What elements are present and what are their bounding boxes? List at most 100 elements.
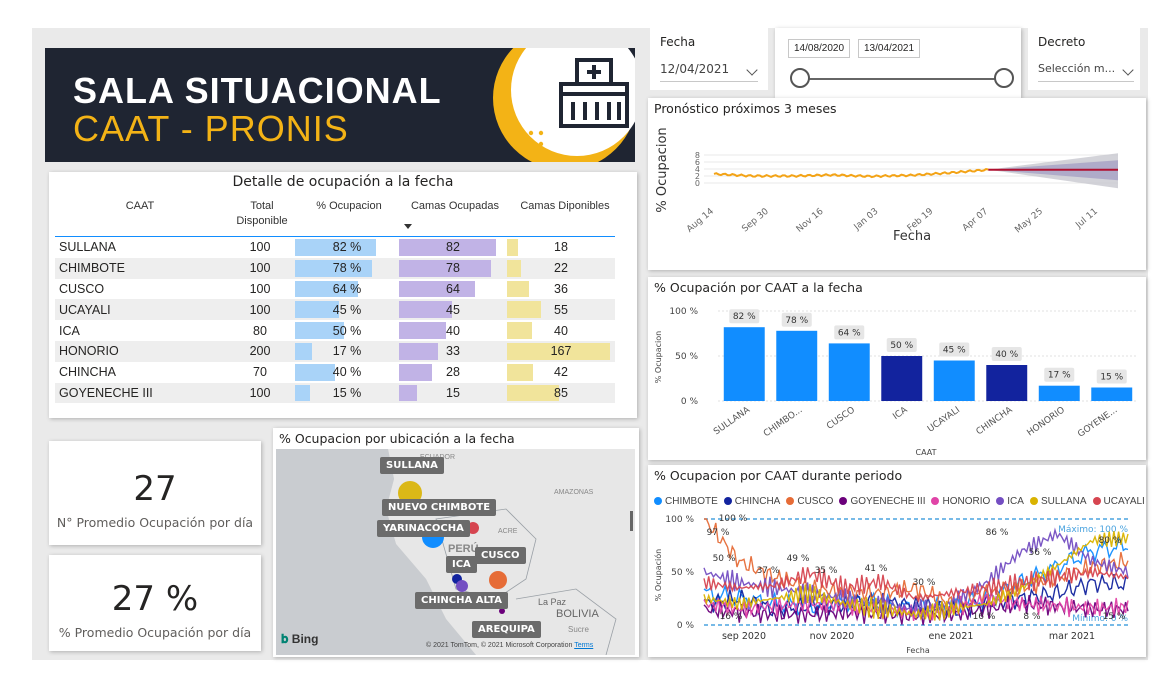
cell-total-text: 200 [249, 344, 271, 359]
legend-item[interactable]: SULLANA [1029, 496, 1087, 507]
cell-pct: 82 % [295, 237, 399, 258]
header-total[interactable]: Total [250, 200, 274, 212]
legend-item[interactable]: CHINCHA [723, 496, 780, 507]
x-tick-label: Nov 16 [795, 206, 826, 234]
cell-caat-text: GOYENECHE III [59, 385, 153, 400]
cell-pct: 45 % [295, 299, 399, 320]
range-track [800, 78, 1004, 80]
decreto-dropdown[interactable]: Selección m... [1038, 62, 1134, 82]
x-tick-label: Jan 03 [852, 207, 881, 233]
annotation-label: 100 % [719, 514, 748, 524]
y-tick-label: 6 [695, 158, 700, 167]
header-pct[interactable]: % Ocupacion [316, 200, 382, 212]
legend-item[interactable]: ICA [996, 496, 1024, 507]
cell-total: 200 [225, 341, 295, 362]
banner-title: SALA SITUACIONAL [73, 70, 442, 111]
cell-occ: 45 [399, 299, 507, 320]
cell-databar [295, 239, 377, 256]
data-label: 64 % [838, 328, 861, 338]
legend-label: ICA [1007, 495, 1024, 507]
range-end-input[interactable]: 13/04/2021 [858, 39, 921, 58]
legend-item[interactable]: UCAYALI [1092, 495, 1145, 507]
map-scrollbar[interactable] [630, 511, 633, 531]
table-row[interactable]: CHIMBOTE 100 78 % 78 22 [55, 257, 615, 279]
data-label-bg [991, 347, 1022, 361]
annotation-label: 30 % [913, 578, 936, 588]
fecha-dropdown[interactable]: 12/04/2021 [660, 62, 758, 82]
period-chart-title: % Ocupacion por CAAT durante periodo [654, 468, 903, 483]
x-tick-label: Apr 07 [961, 207, 990, 234]
legend-item[interactable]: HONORIO [931, 496, 990, 507]
cell-total: 100 [225, 279, 295, 300]
table-row[interactable]: CUSCO 100 64 % 64 36 [55, 279, 615, 300]
table-row[interactable]: GOYENECHE III 100 15 % 15 85 [55, 382, 615, 404]
cell-pct: 50 % [295, 320, 399, 341]
table-row[interactable]: HONORIO 200 17 % 33 167 [55, 340, 615, 362]
cell-total-text: 70 [253, 365, 267, 380]
legend-item[interactable]: CUSCO [786, 496, 833, 507]
header-total-sub: Disponible [236, 215, 288, 227]
table-row[interactable]: UCAYALI 100 45 % 45 55 [55, 299, 615, 321]
decreto-slicer-label: Decreto [1038, 35, 1086, 49]
cell-total-text: 80 [253, 323, 267, 338]
y-tick-label: 100 % [669, 307, 698, 317]
cell-free-text: 40 [554, 323, 568, 338]
legend-item[interactable]: GOYENECHE III [839, 496, 925, 507]
cell-caat: CUSCO [55, 279, 225, 300]
fecha-dropdown-value: 12/04/2021 [660, 62, 730, 76]
decreto-slicer: Decreto Selección m... [1028, 28, 1140, 90]
annotation-label: 16 % [973, 612, 996, 622]
bar [828, 343, 870, 401]
series-line [703, 565, 1129, 604]
cell-databar [295, 342, 312, 360]
cell-total-text: 100 [249, 385, 271, 400]
map-geo-amazonas: AMAZONAS [554, 489, 594, 496]
annotation-label: 86 % [986, 528, 1009, 538]
data-label-bg [939, 342, 970, 357]
kpi-avg-pct-card: 27 % % Promedio Ocupación por día [49, 555, 261, 651]
header-divider [55, 236, 615, 237]
map-geo-bolivia: BOLIVIA [556, 608, 599, 620]
legend-item[interactable]: CHIMBOTE [654, 496, 718, 507]
legend-dot [786, 497, 795, 505]
data-label: 40 % [995, 350, 1018, 360]
cell-pct-text: 64 % [332, 281, 362, 296]
map-terms-link[interactable]: Terms [574, 642, 594, 649]
cell-occ-text: 78 [446, 261, 460, 276]
cell-free: 18 [507, 237, 615, 258]
cell-databar [295, 363, 335, 381]
cell-databar [295, 384, 310, 402]
header-caat[interactable]: CAAT [125, 200, 155, 212]
table-row[interactable]: ICA 80 50 % 40 40 [55, 320, 615, 341]
cell-total: 100 [225, 383, 295, 404]
cell-databar [507, 363, 533, 381]
range-start-input[interactable]: 14/08/2020 [788, 39, 851, 58]
cell-free-text: 22 [554, 261, 568, 276]
table-row[interactable]: SULLANA 100 82 % 82 18 [55, 237, 615, 258]
bing-icon: 𝐛 [281, 632, 289, 646]
legend-dot [723, 497, 732, 505]
legend-label: GOYENECHE III [850, 495, 926, 507]
map-point-cusco [489, 571, 507, 589]
period-chart[interactable]: 0 % 50 % 100 % Máximo: 100 % Mínimo: 0 % 100 … [648, 507, 1146, 657]
range-start-handle[interactable] [790, 68, 810, 88]
forecast-chart-title: Pronóstico próximos 3 meses [654, 101, 837, 116]
range-end-handle[interactable] [994, 68, 1014, 88]
legend-dot [1029, 497, 1038, 505]
header-free[interactable]: Camas Diponibles [520, 200, 610, 212]
legend-label: UCAYALI [1103, 495, 1145, 507]
bar-chart[interactable]: 0 % 50 % 100 % 82 % SULLANA 78 % CHIMBO... 64 %… [648, 297, 1146, 460]
data-label-bg [729, 309, 760, 324]
detail-table: SULLANA 100 82 % 82 18 CHIMBOTE 100 78 % 78 22 CUS… [55, 237, 615, 404]
map-point-ica [456, 580, 468, 592]
map-geo-sucre: Sucre [568, 625, 589, 634]
annotation-label: 35 % [815, 566, 838, 576]
fecha-slicer: Fecha 12/04/2021 [650, 28, 768, 90]
map-area[interactable]: ECUADOR AMAZONAS ACRE PERÚ La Paz BOLIVI… [276, 449, 635, 655]
x-axis-title: Fecha [893, 229, 931, 244]
cell-pct: 15 % [295, 383, 399, 404]
table-row[interactable]: CHINCHA 70 40 % 28 42 [55, 362, 615, 383]
max-reference-label: Máximo: 100 % [1058, 525, 1128, 535]
header-occ[interactable]: Camas Ocupadas [410, 200, 500, 212]
